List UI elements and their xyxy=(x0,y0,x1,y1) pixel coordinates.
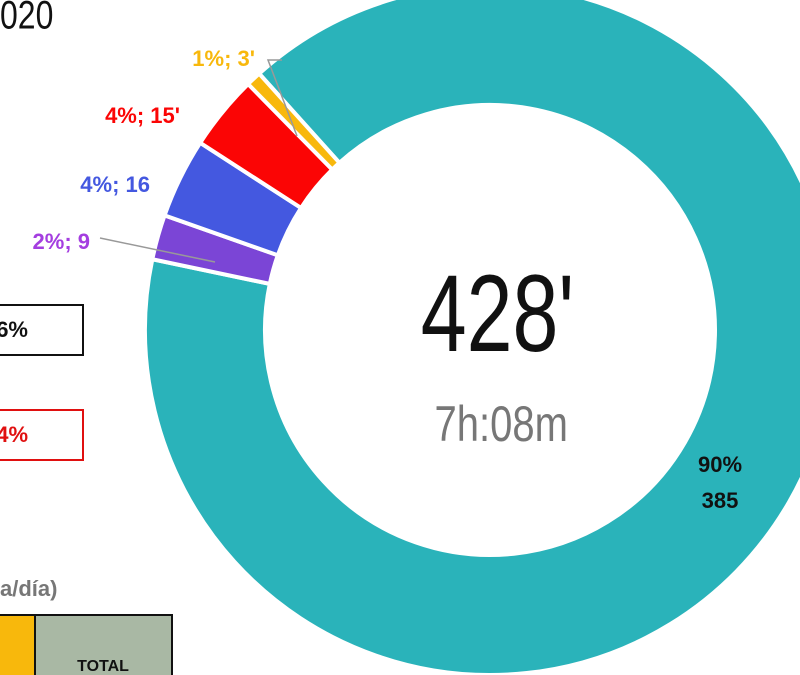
center-value: 428' xyxy=(421,252,574,375)
data-label: 4%; 16 xyxy=(80,172,150,197)
data-label: 1%; 3' xyxy=(192,46,255,71)
box xyxy=(0,304,84,356)
data-label: 4%; 15' xyxy=(105,103,180,128)
table-cell xyxy=(0,614,36,675)
box-text: 96% xyxy=(0,317,28,342)
leader-line xyxy=(99,237,216,263)
table-caption: a/día) xyxy=(0,576,57,601)
center-subvalue: 7h:08m xyxy=(435,396,568,452)
box-text: 4% xyxy=(0,422,28,447)
donut-slice xyxy=(245,70,343,173)
title: 020 xyxy=(0,0,53,37)
data-label: 90% xyxy=(698,452,742,477)
data-label: 2%; 9 xyxy=(33,229,90,254)
donut-slice xyxy=(143,0,800,675)
table-header: TOTAL xyxy=(77,658,129,675)
table-cell xyxy=(34,614,173,675)
leader-line xyxy=(266,59,298,137)
data-label: 385 xyxy=(702,488,739,513)
box xyxy=(0,409,84,461)
